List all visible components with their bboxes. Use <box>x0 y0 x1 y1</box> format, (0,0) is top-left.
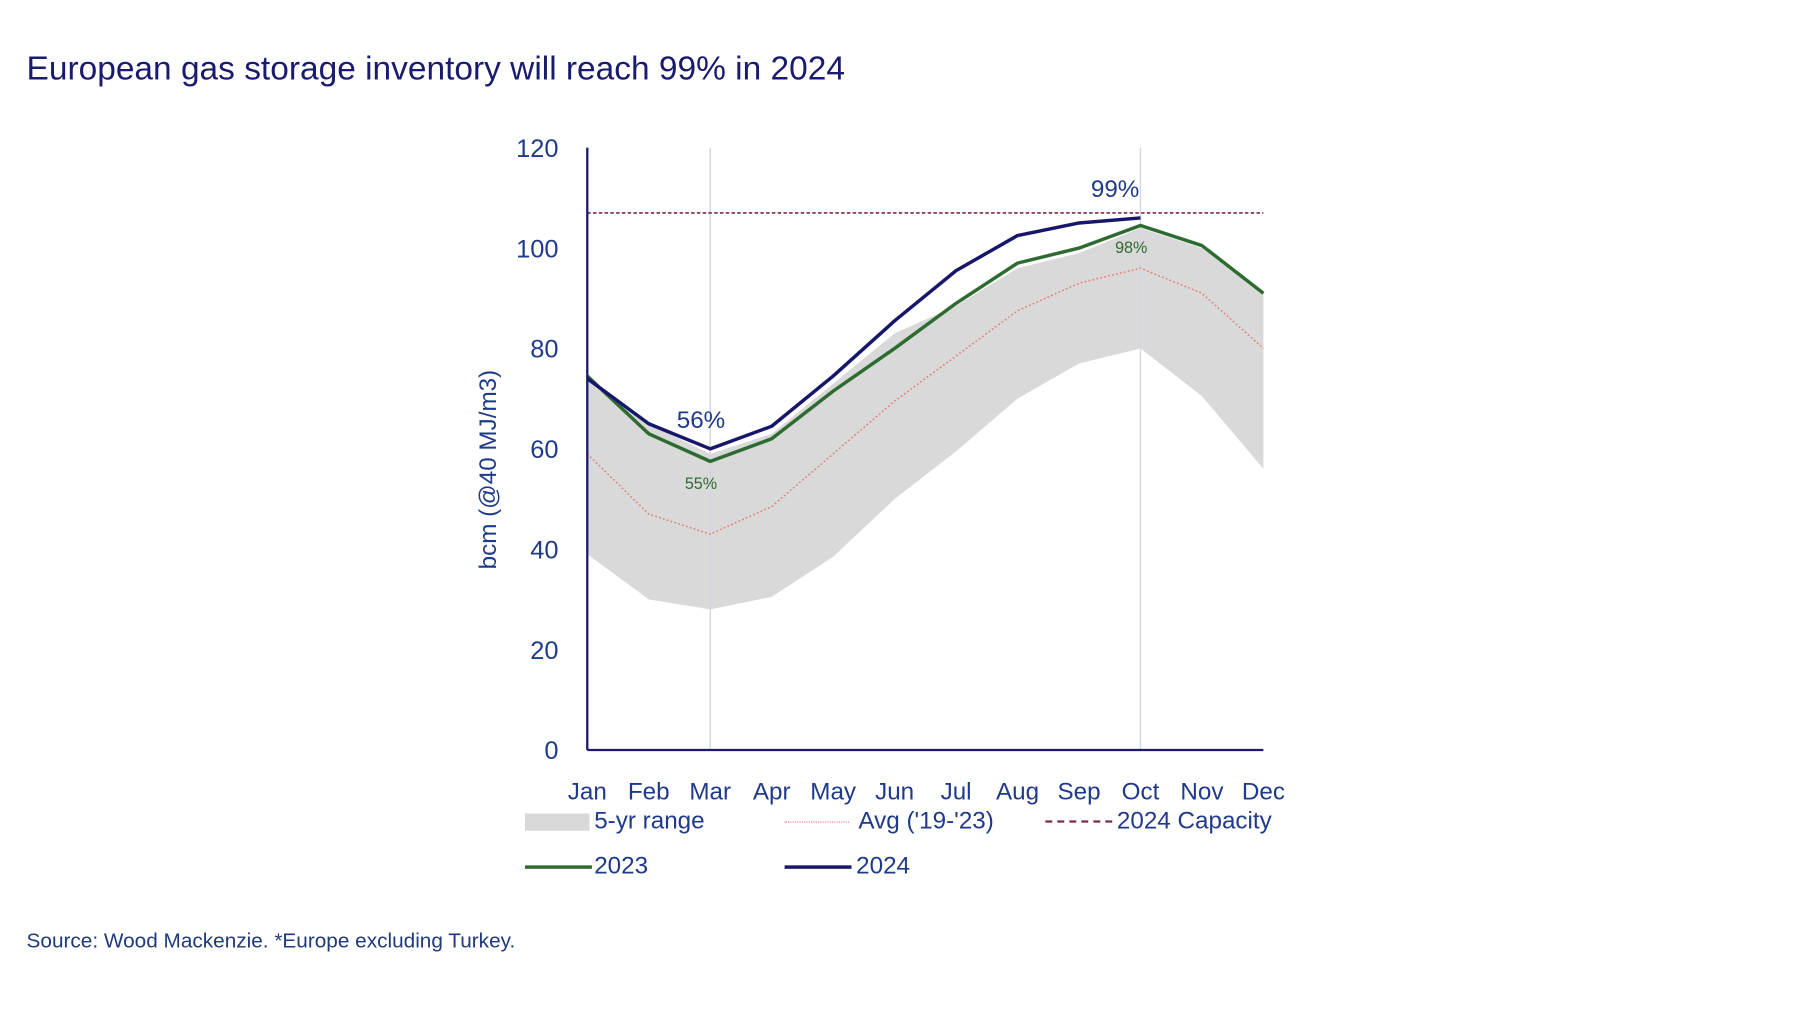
five-year-range-band <box>587 227 1264 610</box>
y-tick-label: 80 <box>530 336 558 364</box>
data-label: 98% <box>1115 239 1147 257</box>
series-2024-line <box>586 216 1141 451</box>
x-tick-label: Jun <box>875 779 914 806</box>
legend-capacity: 2024 Capacity <box>1045 807 1272 836</box>
data-label: 56% <box>677 407 725 434</box>
y-tick-label: 120 <box>516 135 558 163</box>
legend-label: 5-yr range <box>594 807 705 835</box>
y-tick-label: 40 <box>530 536 558 564</box>
x-tick-label: Oct <box>1122 779 1160 806</box>
chart-title: European gas storage inventory will reac… <box>26 50 845 88</box>
data-label: 99% <box>1091 176 1139 203</box>
y-tick-label: 20 <box>530 637 558 665</box>
legend-2024: 2024 <box>784 852 911 881</box>
y-axis-label: bcm (@40 MJ/m3) <box>475 370 502 570</box>
data-label: 55% <box>685 475 717 493</box>
legend-avg: Avg ('19-'23) <box>784 807 994 836</box>
legend-2023: 2023 <box>524 852 649 881</box>
y-tick-label: 100 <box>516 235 558 263</box>
legend-label: Avg ('19-'23) <box>858 807 994 835</box>
legend-label: 2023 <box>594 852 649 880</box>
x-tick-label: Sep <box>1057 779 1100 806</box>
legend-5yr-range: 5-yr range <box>524 807 705 836</box>
y-tick-label: 60 <box>530 436 558 464</box>
x-tick-label: Dec <box>1242 779 1285 806</box>
legend-swatch-dotted <box>784 820 850 823</box>
x-tick-label: Jul <box>941 779 972 806</box>
legend-label: 2024 <box>856 852 911 880</box>
legend-label: 2024 Capacity <box>1116 807 1272 835</box>
series-2023-line <box>586 223 1265 464</box>
legend-swatch-2024 <box>784 864 852 869</box>
legend-swatch-2023 <box>524 864 592 869</box>
y-tick-label: 0 <box>544 737 558 765</box>
source-note: Source: Wood Mackenzie. *Europe excludin… <box>26 928 516 952</box>
x-tick-label: Jan <box>568 779 607 806</box>
x-tick-label: Apr <box>753 779 791 806</box>
x-tick-label: Mar <box>689 779 731 806</box>
x-tick-label: Aug <box>996 779 1039 806</box>
x-tick-label: Feb <box>628 779 670 806</box>
legend-swatch-band <box>524 812 590 831</box>
x-tick-label: Nov <box>1180 779 1224 806</box>
x-tick-label: May <box>810 779 857 806</box>
legend-swatch-dashed <box>1045 820 1113 823</box>
